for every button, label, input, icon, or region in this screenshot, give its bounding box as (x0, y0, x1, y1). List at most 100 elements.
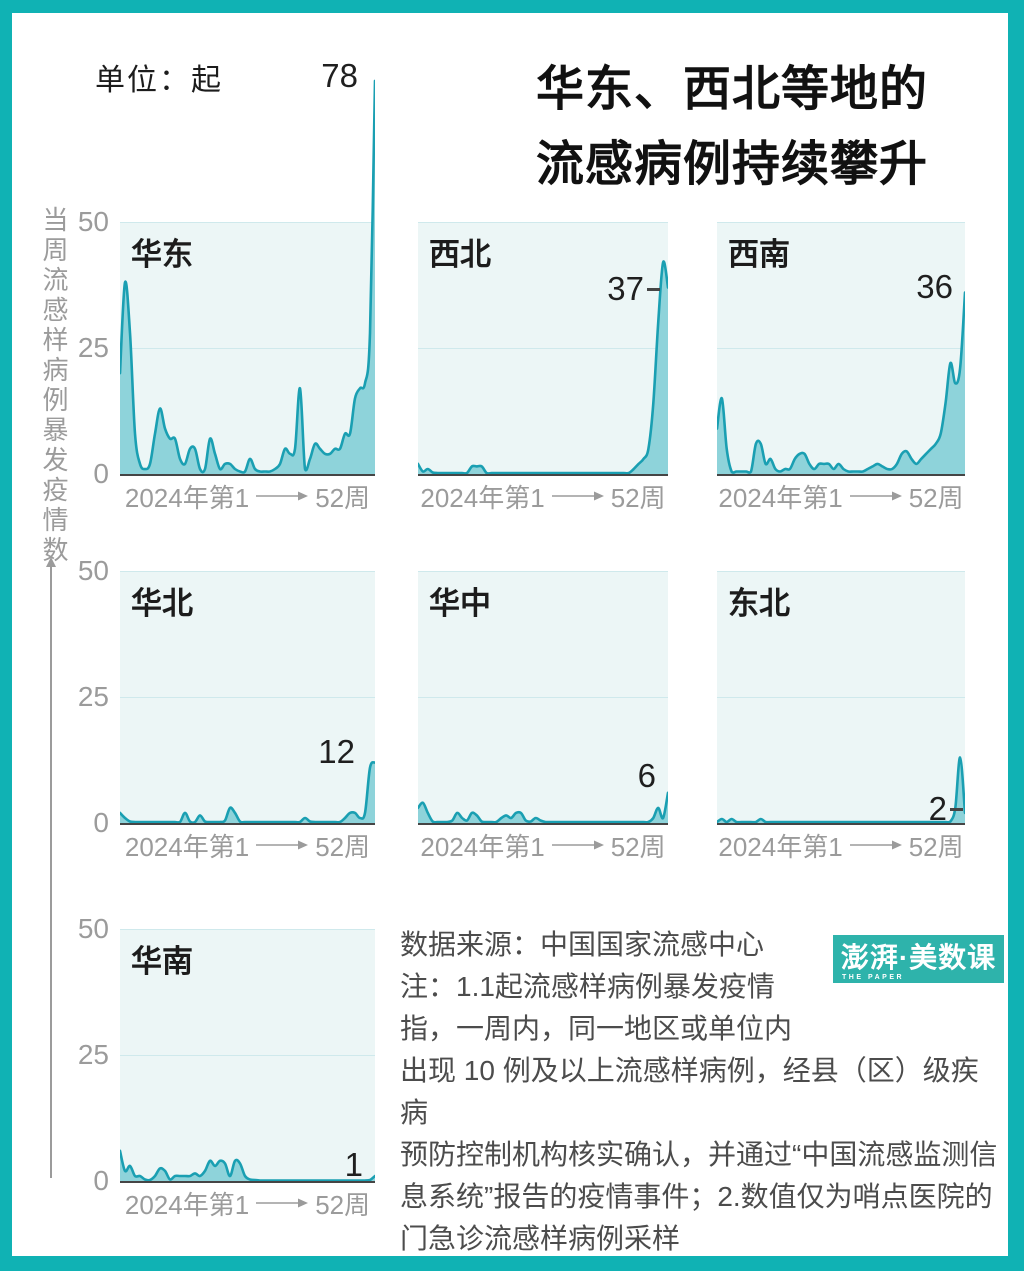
x-axis-label: 2024年第1 52周 (418, 481, 668, 513)
area-series (418, 791, 668, 823)
plot-area: 西南 36 (717, 222, 965, 476)
y-tick-label: 0 (93, 1165, 109, 1196)
series-line (120, 760, 375, 823)
x-axis-end-label: 52周 (908, 482, 964, 513)
right-arrow-icon (256, 840, 309, 850)
chart-cell: 华中 6 2024年第1 52周 (418, 571, 668, 862)
chart-cell: 华南 1 2024年第1 52周 (120, 929, 375, 1220)
gridline-25 (120, 697, 375, 698)
annotation-dash (950, 807, 963, 811)
x-axis-label: 2024年第1 52周 (120, 830, 375, 862)
gridline-25 (418, 348, 668, 349)
gridline-25 (418, 697, 668, 698)
gridline-50 (717, 222, 965, 223)
x-axis-start-label: 2024年第1 (420, 831, 545, 862)
page-title: 华东、西北等地的 流感病例持续攀升 (478, 52, 986, 202)
area-series (120, 79, 375, 474)
area-series (120, 1149, 375, 1181)
region-title: 华中 (429, 586, 491, 621)
y-tick-label: 50 (77, 206, 109, 237)
peak-annotation: 36 (916, 268, 953, 306)
series-line (717, 291, 965, 474)
series-fill (418, 792, 668, 823)
peak-value: 36 (916, 268, 953, 305)
peak-value: 78 (321, 57, 358, 94)
peak-value: 12 (318, 733, 355, 770)
right-arrow-icon (551, 491, 604, 501)
note-line: 息系统”报告的疫情事件；2.数值仅为哨点医院的 (400, 1181, 993, 1212)
x-axis-end-label: 52周 (610, 831, 666, 862)
chart-cell: 西北 37 2024年第1 52周 (418, 222, 668, 513)
y-tick-label: 25 (77, 681, 109, 712)
plot-area: 东北 2 (717, 571, 965, 828)
area-series (418, 260, 668, 474)
gridline-25 (717, 348, 965, 349)
peak-value: 1 (344, 1146, 363, 1183)
note-line: 指，一周内，同一地区或单位内 (400, 1013, 793, 1044)
page-title-line2: 流感病例持续攀升 (535, 138, 928, 191)
x-axis-end-label: 52周 (315, 831, 371, 862)
gridline-50 (120, 571, 375, 572)
plot-area: 华南 1 (120, 929, 375, 1183)
y-tick-label: 50 (77, 555, 109, 586)
chart-cell: 华东 78 2024年第1 52周 (120, 57, 375, 513)
x-axis-label: 2024年第1 52周 (717, 830, 965, 862)
peak-annotation: 12 (318, 733, 355, 771)
area-series (717, 291, 965, 474)
page-title-line1: 华东、西北等地的 (535, 63, 928, 116)
y-tick-label: 0 (93, 807, 109, 838)
gridline-25 (120, 348, 375, 349)
series-line (120, 79, 375, 474)
y-axis-arrow-icon (50, 566, 52, 1178)
plot-area: 华北 12 (120, 571, 375, 825)
region-title: 西南 (728, 237, 790, 272)
peak-value: 37 (607, 270, 644, 307)
region-title: 华东 (131, 237, 193, 272)
x-axis-end-label: 52周 (908, 831, 964, 862)
chart-cell: 西南 36 2024年第1 52周 (717, 222, 965, 513)
x-axis-label: 2024年第1 52周 (418, 830, 668, 862)
right-arrow-icon (256, 1198, 309, 1208)
x-axis-start-label: 2024年第1 (124, 831, 250, 862)
right-arrow-icon (849, 840, 902, 850)
note-line: 注：1.1起流感样病例暴发疫情 (400, 971, 775, 1002)
plot-area: 华东 78 (120, 57, 375, 476)
x-axis-start-label: 2024年第1 (718, 482, 843, 513)
series-line (418, 260, 668, 474)
unit-label: 单位：起 (95, 64, 223, 97)
plot-area: 华中 6 (418, 571, 668, 825)
x-axis-end-label: 52周 (315, 1189, 371, 1220)
logo-text: 澎湃·美数课 (840, 942, 997, 973)
region-title: 东北 (728, 586, 790, 621)
region-title: 西北 (429, 237, 491, 272)
gridline-50 (418, 222, 668, 223)
gridline-50 (120, 929, 375, 930)
peak-value: 2 (928, 790, 947, 827)
peak-value: 6 (637, 757, 656, 794)
logo-subtext: THE PAPER (842, 974, 905, 981)
x-axis-end-label: 52周 (610, 482, 666, 513)
note-line: 门急诊流感样病例采样 (400, 1223, 681, 1254)
x-axis-label: 2024年第1 52周 (120, 1188, 375, 1220)
region-title: 华南 (131, 944, 193, 979)
peak-annotation: 37 (607, 270, 660, 308)
x-axis-start-label: 2024年第1 (124, 482, 250, 513)
peak-annotation: 2 (929, 790, 963, 828)
y-tick-label: 0 (93, 458, 109, 489)
y-tick-label: 25 (77, 332, 109, 363)
gridline-25 (120, 1055, 375, 1056)
gridline-50 (120, 222, 375, 223)
x-axis-start-label: 2024年第1 (124, 1189, 250, 1220)
gridline-25 (717, 697, 965, 698)
x-axis-label: 2024年第1 52周 (717, 481, 965, 513)
y-tick-label: 50 (77, 913, 109, 944)
chart-cell: 华北 12 2024年第1 52周 (120, 571, 375, 862)
plot-area: 西北 37 (418, 222, 668, 476)
publisher-logo: 澎湃·美数课 THE PAPER (833, 935, 1004, 983)
series-line (120, 1149, 375, 1181)
y-tick-label: 25 (77, 1039, 109, 1070)
y-axis-label: 当周流感样病例暴发疫情数 (39, 206, 69, 566)
x-axis-label: 2024年第1 52周 (120, 481, 375, 513)
area-series (717, 756, 965, 823)
